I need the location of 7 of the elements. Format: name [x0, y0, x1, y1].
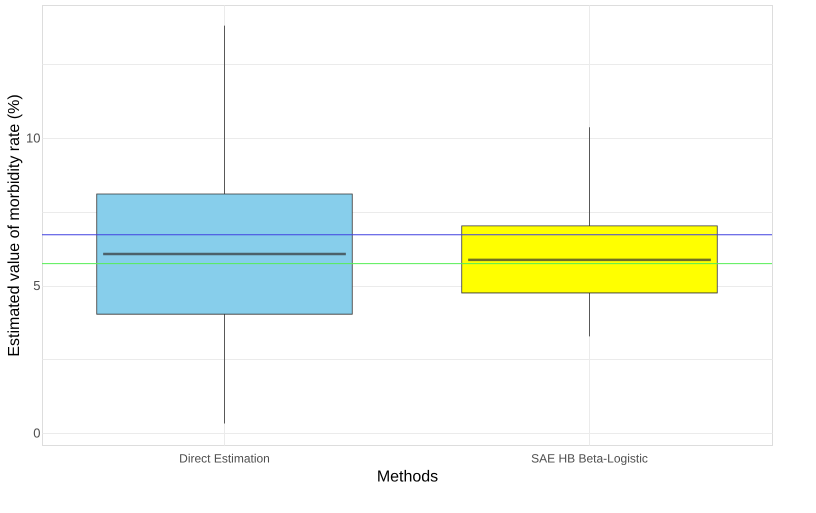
- y-axis-title: Estimated value of morbidity rate (%): [6, 94, 24, 357]
- x-axis-title: Methods: [376, 468, 438, 486]
- y-tick-label: 0: [33, 426, 40, 441]
- x-tick-label: Direct Estimation: [179, 452, 270, 466]
- y-tick-label: 10: [26, 130, 40, 146]
- x-tick-label: SAE HB Beta-Logistic: [531, 452, 648, 466]
- y-tick-label: 5: [33, 278, 40, 294]
